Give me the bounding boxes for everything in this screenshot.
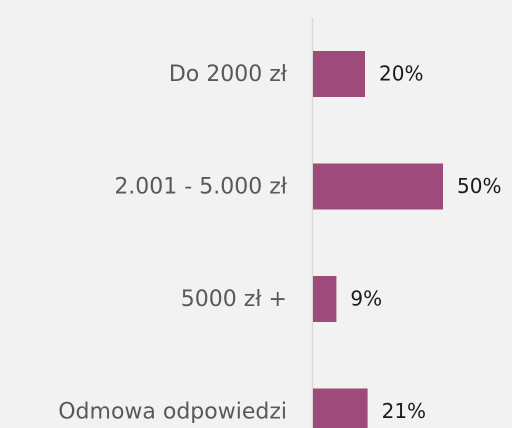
category-label: Do 2000 zł — [169, 62, 288, 87]
value-label: 20% — [379, 62, 423, 86]
value-label: 50% — [457, 174, 501, 198]
bar — [313, 276, 337, 322]
bar — [313, 388, 368, 428]
value-label: 21% — [382, 399, 426, 423]
bar — [313, 163, 443, 210]
category-label: Odmowa odpowiedzi — [58, 400, 287, 425]
bar — [313, 51, 365, 97]
category-label: 5000 zł + — [181, 287, 287, 312]
value-label: 9% — [350, 287, 382, 311]
category-label: 2.001 - 5.000 zł — [114, 175, 287, 200]
